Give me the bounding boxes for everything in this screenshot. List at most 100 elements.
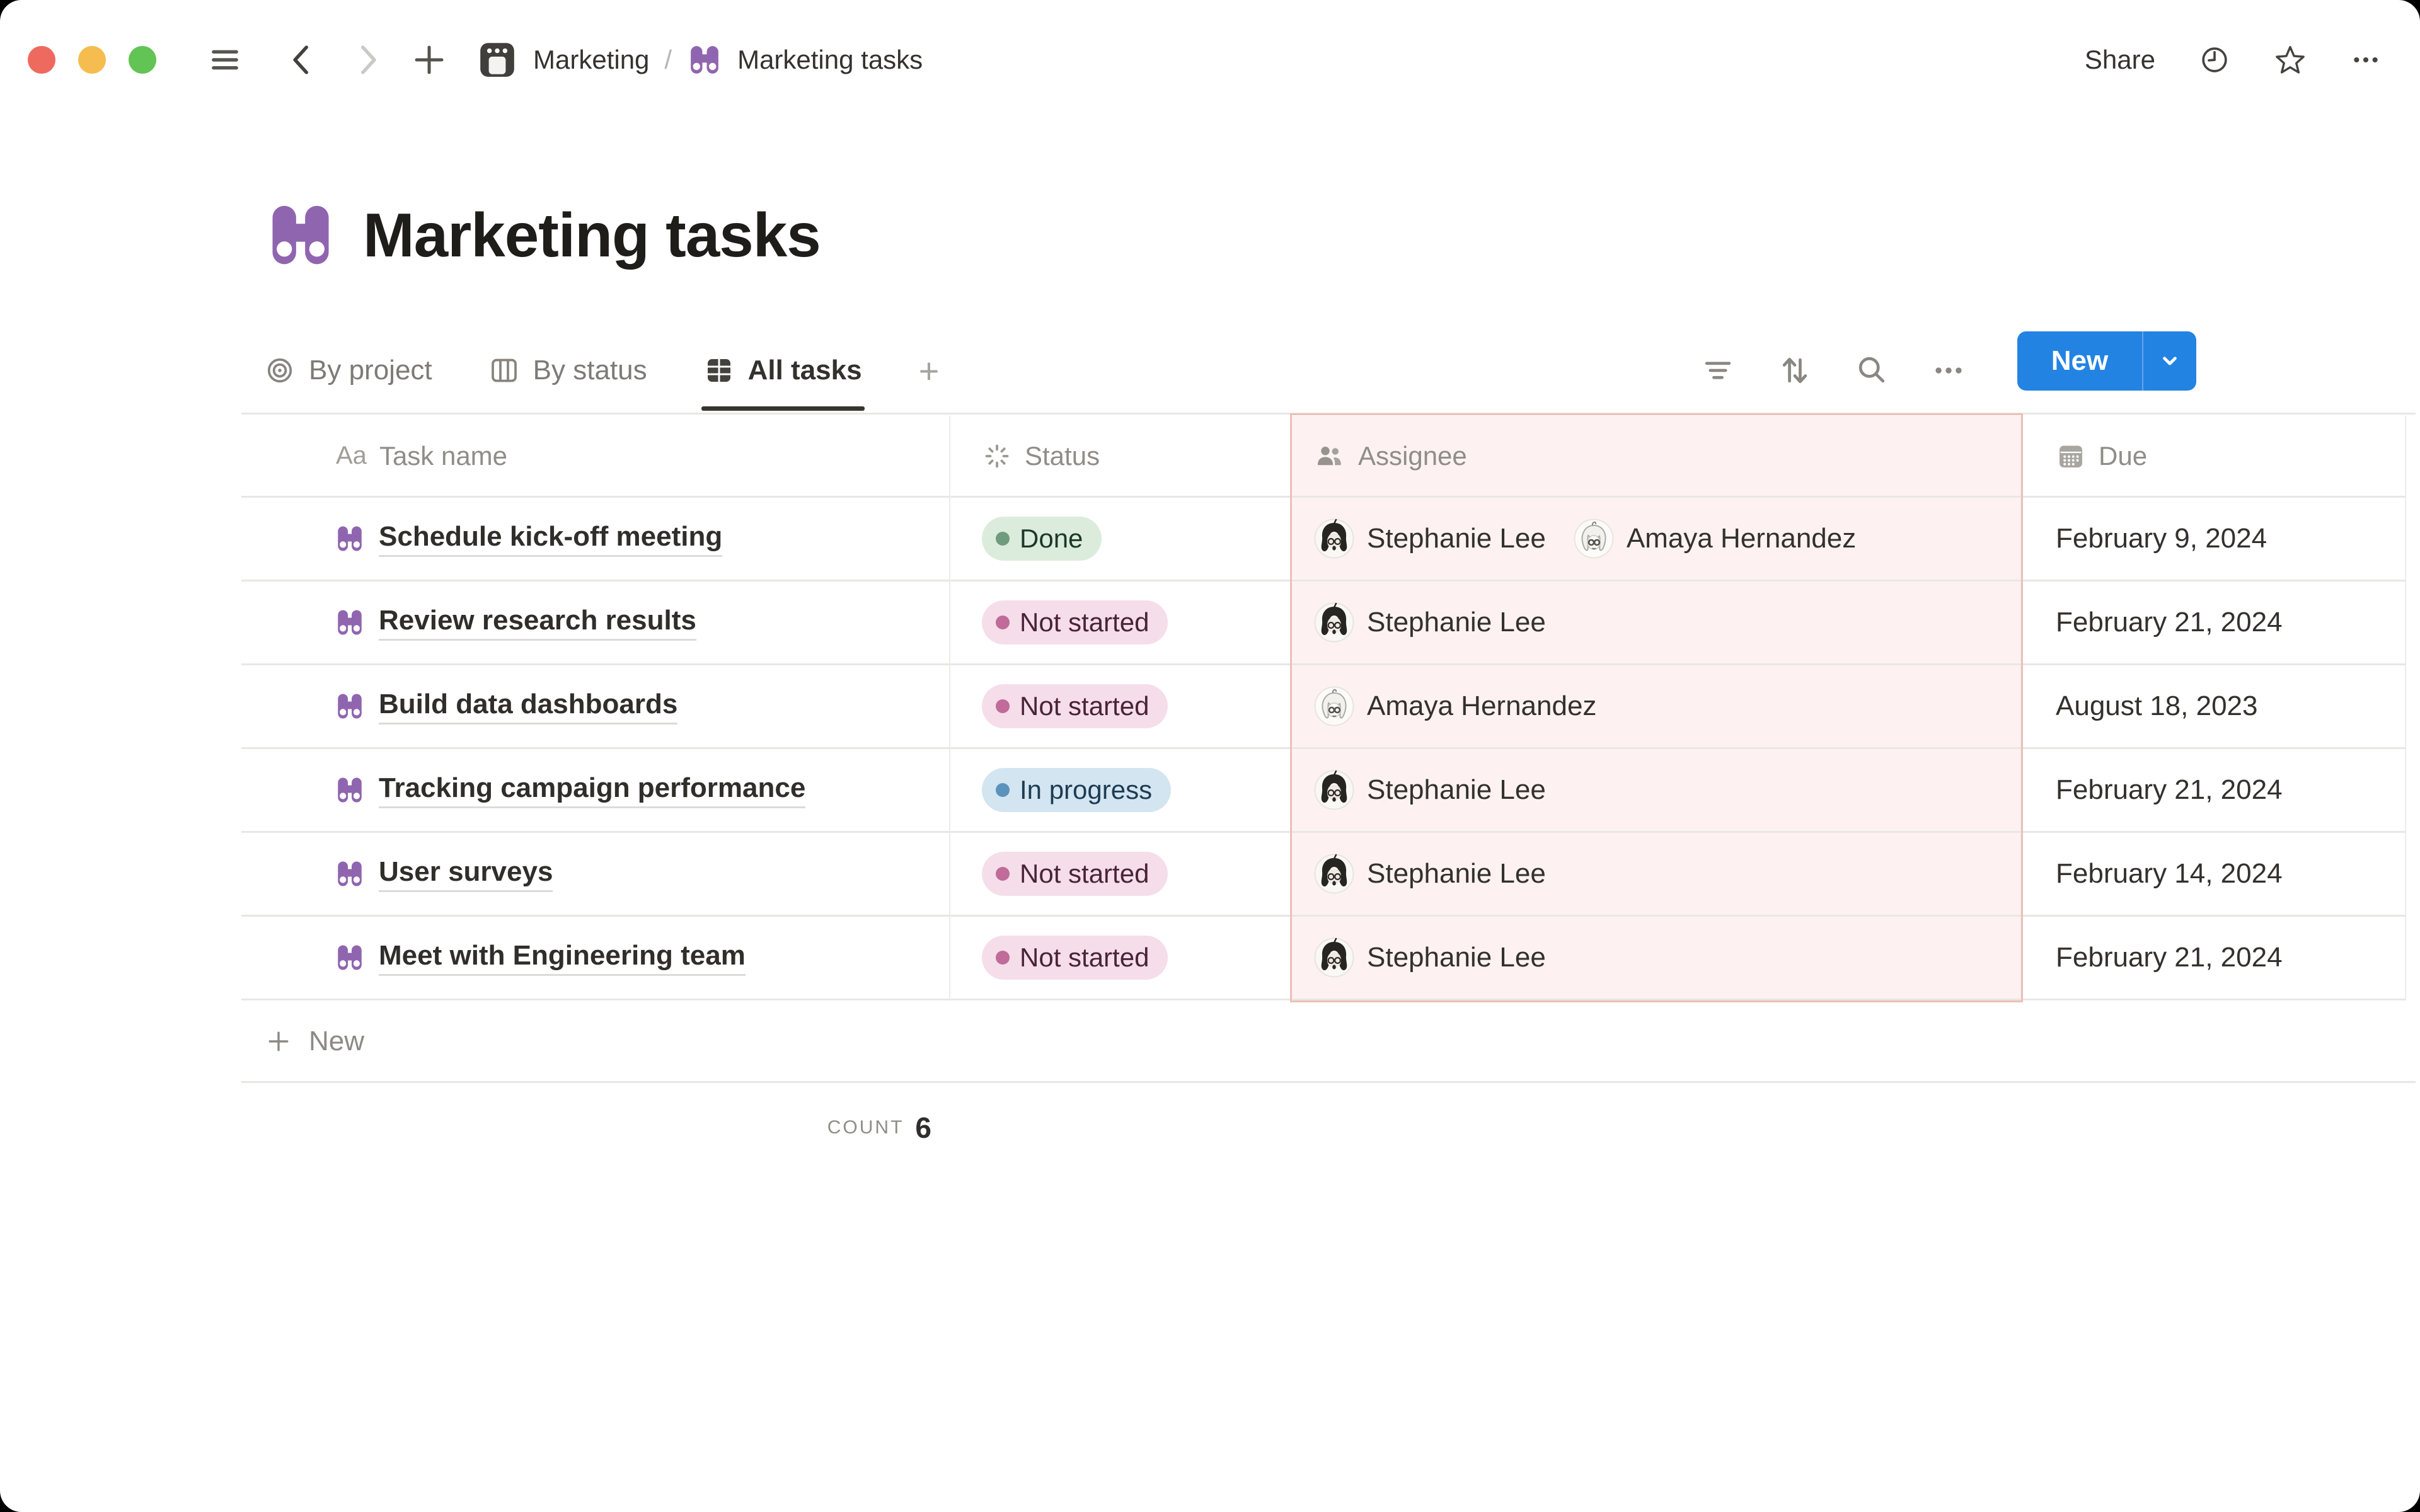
favorite-star-icon[interactable] — [2274, 43, 2307, 76]
assignee-name: Stephanie Lee — [1367, 607, 1546, 638]
assignee-cell[interactable]: Stephanie Lee — [1291, 581, 2022, 665]
column-label: Due — [2099, 440, 2148, 471]
status-cell[interactable]: Not started — [950, 581, 1291, 665]
assignee-name: Stephanie Lee — [1367, 858, 1546, 889]
view-tabs: By project By status All tasks + — [241, 330, 939, 411]
column-header-status[interactable]: Status — [950, 416, 1291, 498]
status-label: Not started — [1020, 859, 1150, 888]
task-title-link[interactable]: User surveys — [379, 856, 553, 892]
status-label: Not started — [1020, 607, 1150, 637]
column-label: Assignee — [1358, 440, 1467, 471]
page-header: Marketing tasks — [265, 193, 821, 277]
status-cell[interactable]: Not started — [950, 833, 1291, 917]
tab-by-status[interactable]: By status — [489, 330, 647, 411]
status-label: Done — [1020, 524, 1083, 553]
task-cell[interactable]: Schedule kick-off meeting — [241, 498, 950, 581]
column-header-assignee[interactable]: Assignee — [1291, 416, 2022, 498]
assignee-chip[interactable]: Stephanie Lee — [1314, 770, 1546, 810]
status-cell[interactable]: Not started — [950, 665, 1291, 749]
tabs-divider — [241, 413, 2416, 415]
task-cell[interactable]: Tracking campaign performance — [241, 749, 950, 833]
status-pill: In progress — [982, 768, 1172, 812]
stephanie-lee-avatar — [1314, 854, 1354, 894]
task-cell[interactable]: User surveys — [241, 833, 950, 917]
status-label: Not started — [1020, 942, 1150, 972]
close-window-button[interactable] — [28, 46, 55, 74]
search-icon[interactable] — [1853, 352, 1891, 389]
minimize-window-button[interactable] — [78, 46, 106, 74]
count-value: 6 — [915, 1111, 931, 1144]
filter-icon[interactable] — [1699, 352, 1737, 389]
amaya-hernandez-avatar — [1574, 518, 1614, 559]
assignee-name: Stephanie Lee — [1367, 774, 1546, 805]
breadcrumb-current[interactable]: Marketing tasks — [737, 45, 923, 74]
window-toolbar: Marketing / Marketing tasks Share — [0, 0, 2420, 120]
assignee-chip[interactable]: Amaya Hernandez — [1574, 518, 1856, 559]
zoom-window-button[interactable] — [129, 46, 156, 74]
count-footer[interactable]: COUNT 6 — [241, 1101, 940, 1154]
due-date: February 21, 2024 — [2056, 774, 2283, 805]
due-cell[interactable]: August 18, 2023 — [2022, 665, 2406, 749]
due-cell[interactable]: February 14, 2024 — [2022, 833, 2406, 917]
view-options-icon[interactable] — [1930, 352, 1968, 389]
sort-icon[interactable] — [1776, 352, 1814, 389]
tasks-table: Aa Task name Status Assignee Due Schedul… — [241, 416, 2406, 1000]
add-view-button[interactable]: + — [918, 350, 940, 391]
new-task-button-label[interactable]: New — [2051, 345, 2109, 376]
assignee-name: Stephanie Lee — [1367, 523, 1546, 554]
plus-icon — [268, 1031, 289, 1051]
assignee-chip[interactable]: Stephanie Lee — [1314, 854, 1546, 894]
share-button[interactable]: Share — [2084, 45, 2155, 74]
assignee-cell[interactable]: Stephanie Lee — [1291, 917, 2022, 1000]
more-options-icon[interactable] — [2349, 43, 2382, 76]
task-cell[interactable]: Meet with Engineering team — [241, 917, 950, 1000]
count-label: COUNT — [827, 1117, 904, 1138]
tab-by-project[interactable]: By project — [265, 330, 432, 411]
tab-all-tasks[interactable]: All tasks — [701, 330, 865, 411]
page-title[interactable]: Marketing tasks — [363, 200, 821, 270]
new-task-button[interactable]: New — [2017, 331, 2196, 391]
status-cell[interactable]: Not started — [950, 917, 1291, 1000]
due-cell[interactable]: February 9, 2024 — [2022, 498, 2406, 581]
task-title-link[interactable]: Tracking campaign performance — [379, 772, 806, 808]
page-binoculars-icon[interactable] — [265, 199, 337, 271]
status-cell[interactable]: In progress — [950, 749, 1291, 833]
task-title-link[interactable]: Meet with Engineering team — [379, 940, 746, 976]
sidebar-menu-icon[interactable] — [207, 42, 243, 78]
column-header-task-name[interactable]: Aa Task name — [241, 416, 950, 498]
status-burst-icon — [985, 444, 1009, 467]
task-title-link[interactable]: Review research results — [379, 605, 696, 641]
assignee-cell[interactable]: Stephanie Lee — [1291, 833, 2022, 917]
people-icon — [1318, 446, 1341, 465]
status-pill: Not started — [982, 600, 1168, 644]
column-header-due[interactable]: Due — [2022, 416, 2406, 498]
task-title-link[interactable]: Schedule kick-off meeting — [379, 521, 723, 557]
assignee-chip[interactable]: Stephanie Lee — [1314, 937, 1546, 978]
new-task-dropdown[interactable] — [2142, 331, 2196, 391]
status-cell[interactable]: Done — [950, 498, 1291, 581]
task-cell[interactable]: Build data dashboards — [241, 665, 950, 749]
recent-clock-icon[interactable] — [2198, 43, 2231, 76]
tab-label: All tasks — [747, 355, 862, 386]
assignee-cell[interactable]: Stephanie Lee Amaya Hernandez — [1291, 498, 2022, 581]
due-cell[interactable]: February 21, 2024 — [2022, 581, 2406, 665]
back-icon[interactable] — [284, 42, 320, 78]
assignee-cell[interactable]: Stephanie Lee — [1291, 749, 2022, 833]
task-binoculars-icon — [338, 610, 362, 635]
breadcrumb-parent[interactable]: Marketing — [533, 45, 650, 74]
marketing-page-icon — [476, 39, 518, 81]
due-cell[interactable]: February 21, 2024 — [2022, 749, 2406, 833]
view-toolbar — [1699, 330, 1968, 411]
assignee-chip[interactable]: Stephanie Lee — [1314, 602, 1546, 643]
due-cell[interactable]: February 21, 2024 — [2022, 917, 2406, 1000]
task-cell[interactable]: Review research results — [241, 581, 950, 665]
task-title-link[interactable]: Build data dashboards — [379, 689, 678, 724]
new-page-icon[interactable] — [411, 42, 447, 78]
assignee-chip[interactable]: Stephanie Lee — [1314, 518, 1546, 559]
new-row-button[interactable]: New — [241, 1001, 364, 1081]
assignee-cell[interactable]: Amaya Hernandez — [1291, 665, 2022, 749]
breadcrumb-separator: / — [664, 45, 672, 74]
forward-icon[interactable] — [349, 42, 386, 78]
assignee-chip[interactable]: Amaya Hernandez — [1314, 686, 1596, 726]
status-dot-icon — [996, 699, 1010, 713]
